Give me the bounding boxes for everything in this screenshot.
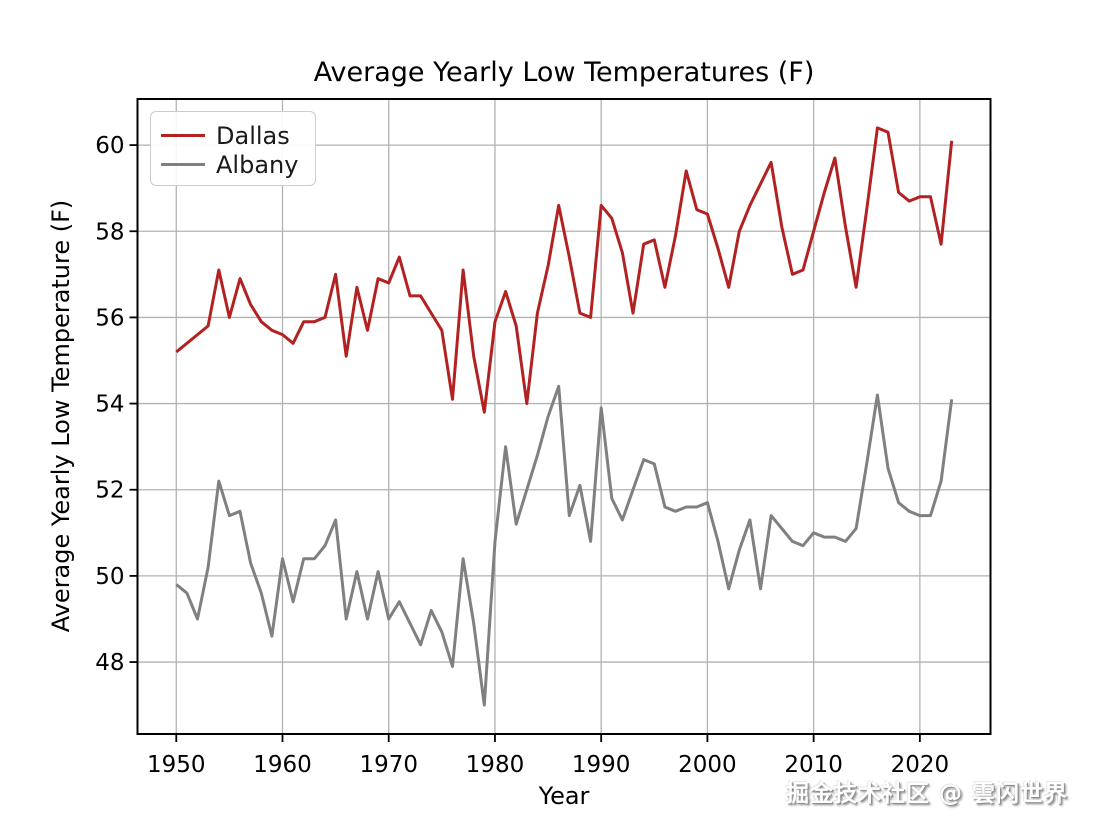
series-line-albany [175, 384, 954, 707]
y-tick-label-48: 48 [95, 650, 124, 676]
y-tick-label-58: 58 [95, 219, 124, 245]
x-tick-label-2000: 2000 [678, 752, 737, 778]
y-axis-label: Average Yearly Low Temperature (F) [47, 199, 75, 633]
x-tick-label-1990: 1990 [572, 752, 631, 778]
x-tick-label-1970: 1970 [359, 752, 418, 778]
y-tick-label-50: 50 [95, 564, 124, 590]
watermark-text: 掘金技术社区 @ 雲闪世界 [785, 781, 1068, 807]
y-tick-label-52: 52 [95, 478, 124, 504]
x-tick-label-2010: 2010 [784, 752, 843, 778]
gridlines [137, 99, 991, 734]
chart-title: Average Yearly Low Temperatures (F) [313, 57, 815, 88]
legend-label-dallas: Dallas [216, 121, 290, 150]
legend-label-albany: Albany [216, 150, 299, 179]
y-tick-label-54: 54 [95, 392, 124, 418]
legend: Dallas Albany [150, 111, 316, 186]
tick-labels: 1950 1960 1970 1980 1990 2000 2010 2020 48 50 52 54… [95, 133, 949, 778]
y-tick-label-56: 56 [95, 305, 124, 331]
legend-item-albany: Albany [161, 150, 315, 179]
x-tick-label-1980: 1980 [466, 752, 525, 778]
data-series [175, 126, 954, 707]
tick-marks [129, 144, 921, 742]
y-tick-label-60: 60 [95, 133, 124, 159]
x-tick-label-1960: 1960 [253, 752, 312, 778]
x-tick-label-2020: 2020 [891, 752, 950, 778]
axes-spines [136, 98, 992, 735]
series-line-dallas [175, 126, 954, 414]
x-tick-label-1950: 1950 [147, 752, 206, 778]
legend-item-dallas: Dallas [161, 121, 315, 150]
albany-line-swatch [161, 163, 205, 166]
dallas-line-swatch [161, 134, 205, 137]
x-axis-label: Year [538, 782, 590, 810]
plot-border [136, 98, 992, 735]
